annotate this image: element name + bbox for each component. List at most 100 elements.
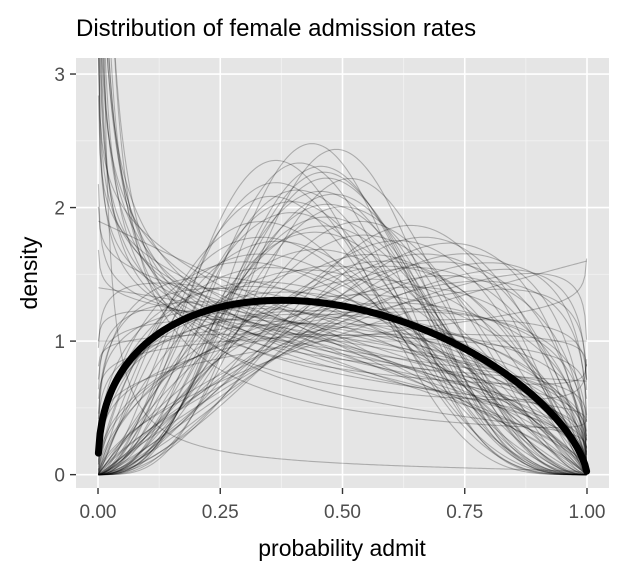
sample-density-curve <box>98 190 587 476</box>
sample-density-curve <box>98 253 587 476</box>
sample-density-curve <box>97 253 587 476</box>
sample-density-curve <box>98 58 588 469</box>
sample-density-curve <box>97 272 588 475</box>
sample-density-curve <box>98 225 587 476</box>
sample-density-curve <box>97 278 588 475</box>
y-tick-label: 3 <box>54 65 65 86</box>
x-tick-label: 0.75 <box>446 502 483 523</box>
sample-density-curve <box>98 253 588 476</box>
sample-density-curve <box>98 261 588 476</box>
sample-density-curve <box>99 58 588 464</box>
mean-density-curve-group <box>94 296 591 475</box>
chart-title: Distribution of female admission rates <box>76 15 476 42</box>
sample-density-curve <box>101 58 588 473</box>
sample-density-curve <box>98 287 588 464</box>
sample-density-curve <box>98 265 588 476</box>
y-tick-label: 1 <box>54 332 65 353</box>
sample-density-curve <box>98 275 588 475</box>
sample-density-curve <box>108 58 588 422</box>
sample-density-curve <box>97 311 588 465</box>
y-tick-label: 0 <box>54 466 65 487</box>
sample-density-curve <box>100 58 588 437</box>
sample-density-curve <box>97 310 588 464</box>
sample-density-curve <box>106 58 588 463</box>
sample-density-curve <box>97 333 588 399</box>
sample-density-curve <box>97 206 588 470</box>
sample-density-curve <box>97 282 588 474</box>
y-axis-title: density <box>16 236 42 309</box>
sample-density-curve <box>98 242 588 476</box>
x-axis-title: probability admit <box>258 535 426 561</box>
sample-density-curve <box>114 58 588 429</box>
sample-density-curve <box>98 182 587 476</box>
sample-density-curve <box>97 313 588 460</box>
grid-lines <box>76 58 609 488</box>
sample-density-curve <box>97 58 588 475</box>
sample-density-curve <box>98 162 587 476</box>
sample-density-curve <box>98 212 587 476</box>
sample-density-curve <box>108 58 588 453</box>
sample-density-curve <box>97 333 588 399</box>
sample-density-curve <box>98 268 588 475</box>
sample-density-curve <box>97 276 587 475</box>
sample-density-curve <box>97 287 588 474</box>
y-tick-label: 2 <box>54 199 65 220</box>
sample-density-curve <box>98 248 587 476</box>
sample-density-curve <box>97 318 588 452</box>
sample-density-curve <box>98 143 587 476</box>
sample-density-curve <box>97 294 588 472</box>
sample-density-curve <box>97 240 587 476</box>
sample-density-curve <box>97 261 587 476</box>
sample-density-curve <box>97 258 588 439</box>
sample-density-curve <box>98 220 587 475</box>
sample-density-curve <box>97 288 588 473</box>
sample-density-curve <box>97 322 588 441</box>
sample-density-curve <box>104 58 588 385</box>
sample-density-curve <box>98 195 587 476</box>
sample-density-curve <box>97 260 587 472</box>
sample-density-curves <box>97 58 588 476</box>
x-tick-label: 1.00 <box>569 502 606 523</box>
sample-density-curve <box>102 58 588 449</box>
x-tick-label: 0.00 <box>80 502 117 523</box>
sample-density-curve <box>114 58 588 448</box>
sample-density-curve <box>97 280 588 475</box>
sample-density-curve <box>98 177 587 476</box>
sample-density-curve <box>98 206 587 476</box>
x-axis: 0.00 0.25 0.50 0.75 1.00 <box>80 488 606 523</box>
sample-density-curve <box>106 58 588 472</box>
sample-density-curve <box>98 177 587 476</box>
sample-density-curve <box>98 234 587 476</box>
x-tick-label: 0.50 <box>324 502 361 523</box>
sample-density-curve <box>98 224 588 476</box>
sample-density-curve <box>98 189 587 476</box>
sample-density-curve <box>98 171 587 476</box>
sample-density-curve <box>97 267 587 476</box>
sample-density-curve <box>98 236 588 476</box>
sample-density-curve <box>98 260 588 476</box>
sample-density-curve <box>97 58 588 458</box>
y-axis: 0 1 2 3 <box>54 65 76 487</box>
sample-density-curve <box>97 95 588 473</box>
sample-density-curve <box>97 221 587 476</box>
sample-density-curve <box>97 236 587 476</box>
sample-density-curve <box>98 165 587 476</box>
sample-density-curve <box>97 301 588 470</box>
sample-density-curve <box>98 262 588 476</box>
sample-density-curve <box>97 286 588 475</box>
sample-density-curve <box>97 269 587 475</box>
sample-density-curve <box>97 281 587 475</box>
sample-density-curve <box>103 58 587 474</box>
sample-density-curve <box>102 58 588 468</box>
sample-density-curve <box>98 203 587 476</box>
sample-density-curve <box>98 240 588 476</box>
sample-density-curve <box>98 148 587 476</box>
sample-density-curve <box>98 267 588 476</box>
mean-density-curve <box>94 296 591 475</box>
sample-density-curve <box>98 193 587 476</box>
sample-density-curve <box>98 216 587 476</box>
x-tick-label: 0.25 <box>202 502 239 523</box>
sample-density-curve <box>98 220 587 476</box>
sample-density-curve <box>98 201 587 476</box>
